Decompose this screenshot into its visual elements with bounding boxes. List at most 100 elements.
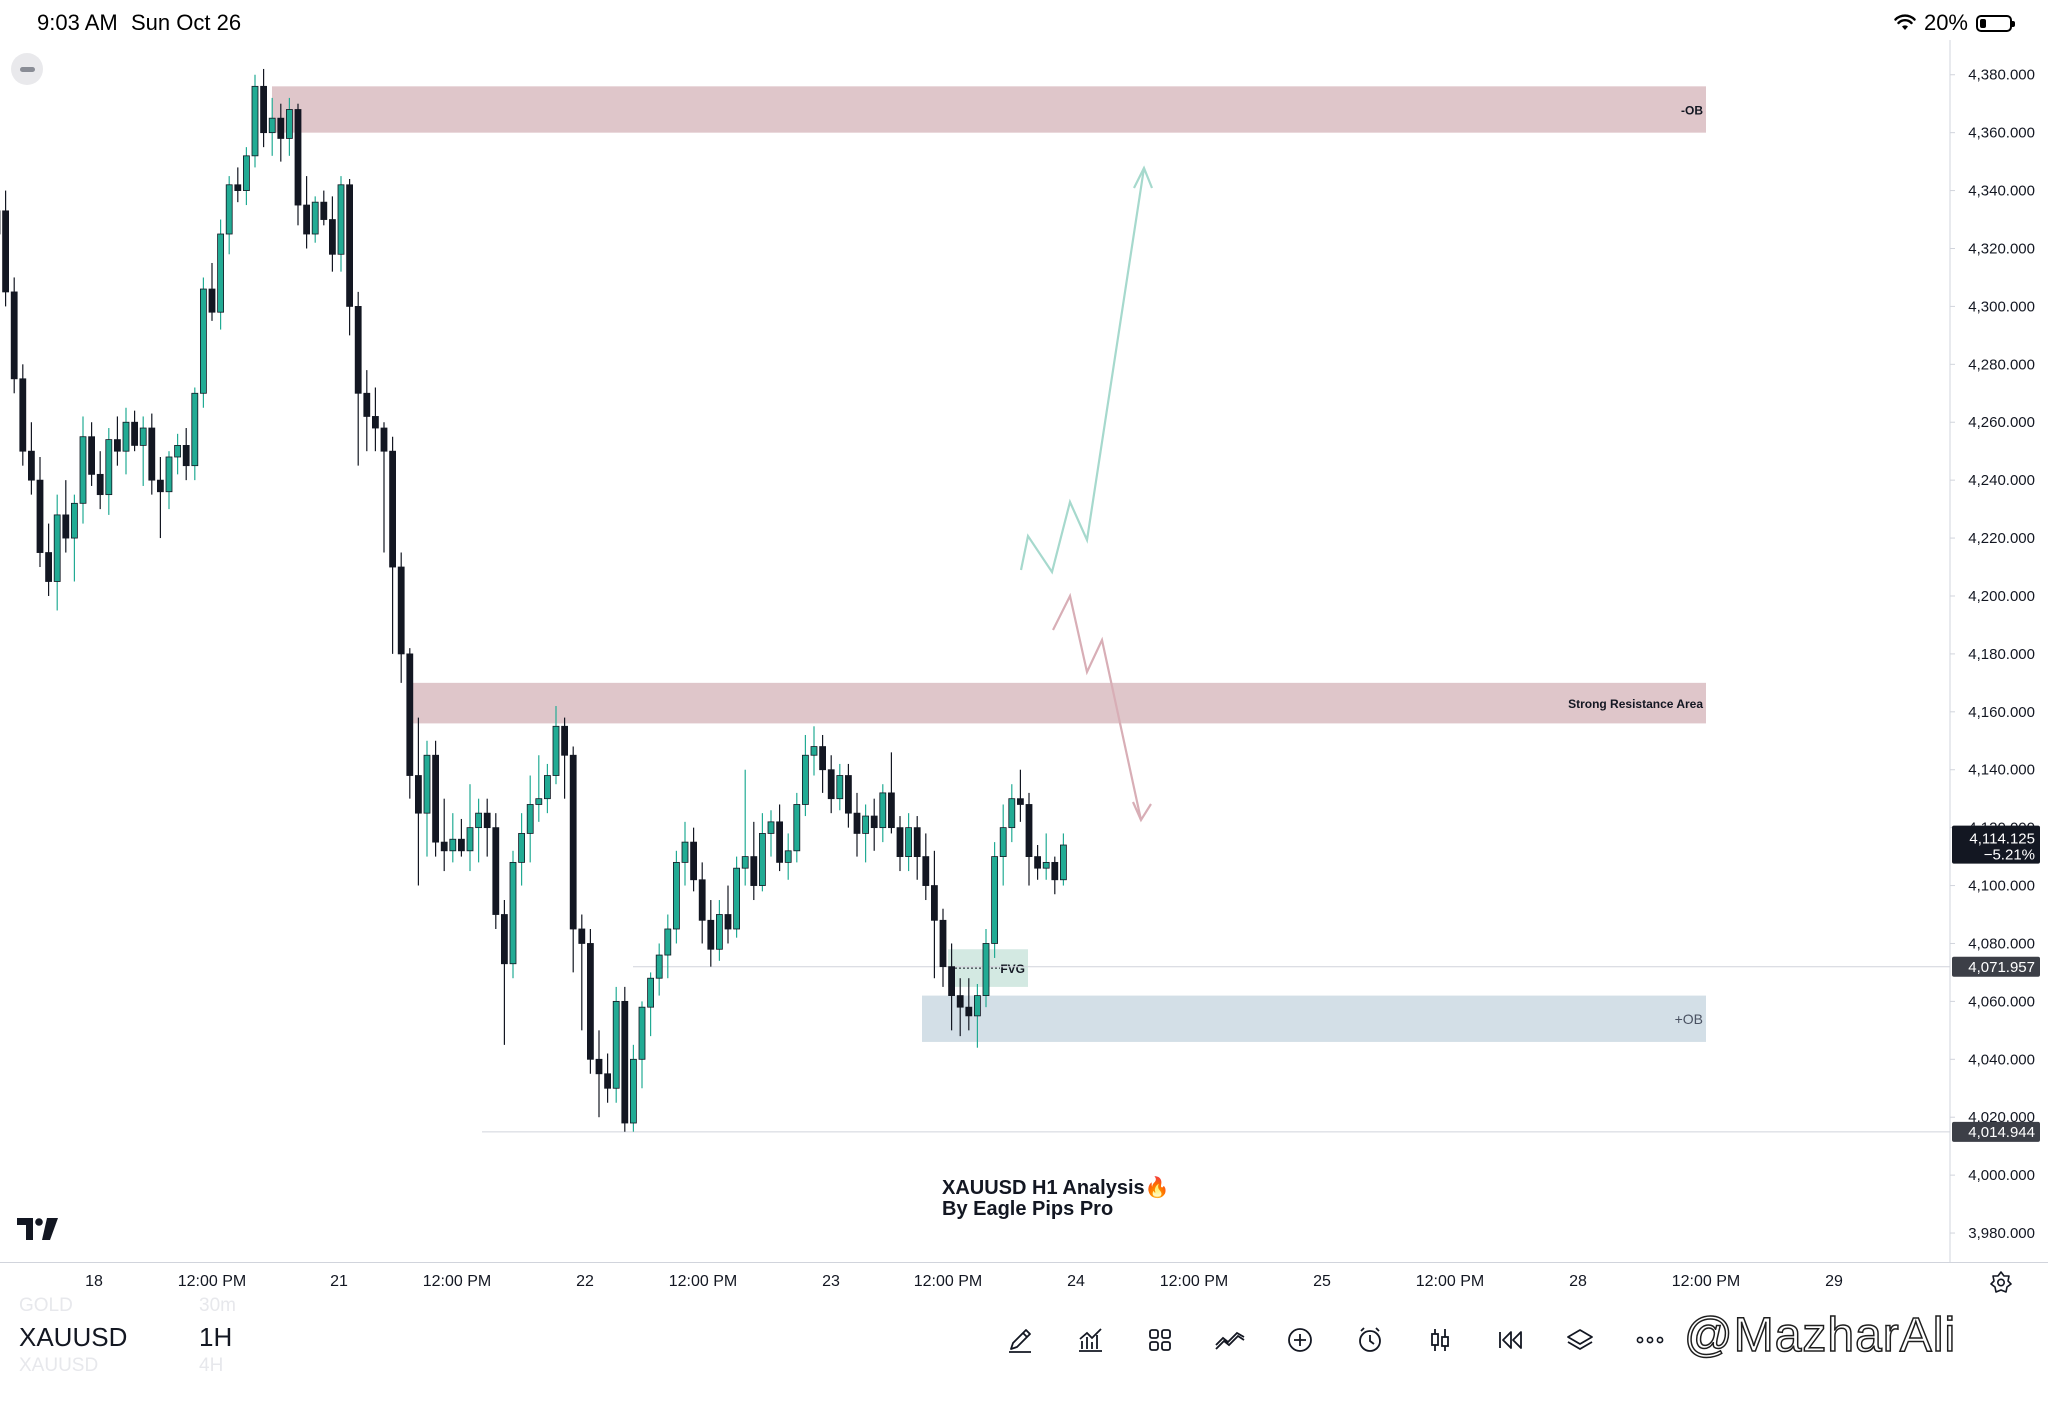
bullish-candle — [741, 856, 749, 869]
layers-icon[interactable] — [1545, 1320, 1615, 1360]
price-tick-label: 4,380.000 — [1968, 67, 2035, 84]
settings-icon[interactable] — [1990, 1271, 2012, 1293]
indicators-icon[interactable] — [1055, 1320, 1125, 1360]
bullish-candle — [664, 928, 672, 956]
pencil-icon[interactable] — [985, 1320, 1055, 1360]
bullish-candle — [974, 995, 981, 1017]
bearish-candle — [931, 885, 938, 921]
symbol-button[interactable]: XAUUSD — [19, 1322, 128, 1352]
bearish-candle — [27, 450, 35, 481]
bearish-candle — [1025, 804, 1033, 857]
bearish-candle — [406, 653, 414, 776]
bullish-candle — [79, 436, 87, 504]
bullish-candle — [449, 838, 457, 852]
time-tick-label: 22 — [576, 1273, 594, 1290]
time-tick-label: 12:00 PM — [1671, 1273, 1741, 1290]
price-chart[interactable]: -OB Strong Resistance Area FVG +OB 4,380.00… — [0, 40, 2048, 1262]
ghost-symbol-top: GOLD — [19, 1295, 73, 1316]
bullish-candle — [535, 798, 543, 805]
bullish-candle — [630, 1058, 637, 1124]
compare-icon[interactable] — [1195, 1320, 1265, 1360]
level-label-1: 4,071.957 — [1968, 959, 2035, 976]
bearish-candle — [363, 392, 371, 417]
bullish-candle — [526, 804, 534, 834]
time-tick-label: 18 — [85, 1273, 103, 1290]
time-tick-label: 25 — [1313, 1273, 1331, 1290]
watermark-text: @MazharAli — [1683, 1308, 1957, 1363]
bearish-candle — [707, 919, 715, 950]
zone-1 — [410, 682, 1706, 724]
bearish-candle — [303, 204, 311, 235]
price-tick-label: 4,220.000 — [1968, 530, 2035, 547]
drawing-toolbar — [985, 1320, 1685, 1360]
bearish-candle — [414, 775, 422, 814]
bearish-candle — [956, 995, 964, 1008]
bearish-candle — [888, 792, 895, 829]
level-label-1-box — [1952, 956, 2040, 977]
candles-icon[interactable] — [1405, 1320, 1475, 1360]
bearish-candle — [114, 439, 121, 452]
bearish-candle — [827, 769, 835, 800]
zone-label-2: FVG — [1000, 962, 1025, 976]
bullish-candle — [1060, 844, 1067, 881]
bearish-candle — [750, 856, 758, 886]
bearish-candle — [389, 450, 397, 568]
bullish-candle — [767, 821, 775, 834]
bearish-candle — [156, 479, 164, 493]
status-date: Sun Oct 26 — [131, 10, 242, 35]
bullish-candle — [879, 792, 887, 829]
bullish-candle — [174, 445, 182, 458]
status-bar: 9:03 AM Sun Oct 26 20% — [0, 0, 2048, 46]
zone-0 — [272, 86, 1706, 133]
time-axis[interactable]: 18 12:00 PM 21 12:00 PM 22 12:00 PM 23 12:00 PM… — [0, 1262, 2048, 1301]
interval-button[interactable]: 1H — [199, 1322, 233, 1352]
bullish-candle — [802, 754, 809, 805]
bullish-candle — [552, 725, 560, 776]
fire-emoji: 🔥 — [1144, 1177, 1170, 1199]
bearish-candle — [234, 184, 242, 191]
bearish-candle — [45, 552, 52, 582]
level-label-2-box — [1952, 1121, 2040, 1142]
alert-icon[interactable] — [1335, 1320, 1405, 1360]
bullish-candle — [268, 117, 276, 134]
bearish-candle — [500, 914, 508, 965]
status-right: 20% — [1894, 10, 2015, 36]
bearish-candle — [440, 841, 448, 852]
time-tick-label: 23 — [822, 1273, 840, 1290]
more-icon[interactable] — [1615, 1320, 1685, 1360]
bullish-candle — [242, 155, 250, 191]
bullish-candle — [862, 815, 869, 834]
bearish-candle — [19, 378, 27, 452]
bearish-candle — [913, 827, 921, 857]
replay-icon[interactable] — [1475, 1320, 1545, 1360]
ghost-interval-bottom: 4H — [199, 1355, 224, 1376]
bearish-candle — [328, 219, 336, 255]
bearish-arrowhead — [1131, 801, 1152, 823]
bearish-candle — [148, 427, 156, 481]
add-icon[interactable] — [1265, 1320, 1335, 1360]
collapse-panel-button[interactable] — [11, 53, 43, 85]
bullish-candle — [122, 421, 130, 452]
bullish-candle — [311, 201, 319, 235]
bullish-candle — [681, 841, 689, 863]
price-tick-label: 4,300.000 — [1968, 298, 2035, 315]
bearish-candle — [896, 827, 904, 857]
bearish-candle — [483, 812, 491, 829]
current-price-box — [1952, 825, 2040, 864]
bearish-candle — [724, 914, 732, 930]
bearish-candle — [1034, 856, 1041, 869]
bearish-candle — [320, 201, 328, 220]
bullish-arrowhead — [1133, 165, 1154, 189]
bullish-candle — [518, 833, 525, 863]
bearish-candle — [131, 421, 139, 446]
bearish-projection-line — [1052, 592, 1143, 821]
analysis-title: XAUUSD H1 Analysis — [942, 1177, 1145, 1199]
bullish-candle — [225, 184, 233, 235]
bullish-candle — [217, 233, 225, 313]
layouts-icon[interactable] — [1125, 1320, 1195, 1360]
bullish-candle — [199, 288, 207, 394]
bearish-candle — [492, 827, 500, 915]
bearish-candle — [208, 288, 216, 313]
time-tick-label: 28 — [1569, 1273, 1587, 1290]
bullish-candle — [285, 109, 293, 139]
